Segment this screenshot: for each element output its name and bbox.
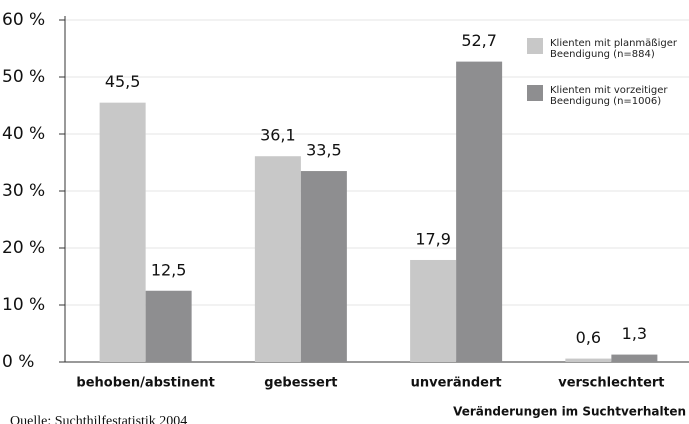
x-tick-label: unverändert [411,376,502,391]
y-tick-label: 20 % [2,238,45,258]
y-tick-label: 0 % [2,352,34,372]
value-label: 12,5 [151,260,187,279]
value-label: 52,7 [461,31,497,50]
legend-label: Klienten mit vorzeitiger Beendigung (n=1… [550,85,668,107]
x-axis-label: Veränderungen im Suchtverhalten [453,405,686,419]
legend-label: Klienten mit planmäßiger Beendigung (n=8… [550,38,677,60]
value-label: 45,5 [105,72,141,91]
y-tick-label: 60 % [2,10,45,30]
bar [565,358,612,362]
bar [145,290,192,362]
bar [300,171,347,362]
legend-swatch [527,38,543,54]
bar [99,102,146,363]
x-tick-label: gebessert [264,376,337,391]
y-tick-label: 50 % [2,67,45,87]
bar [254,156,301,362]
x-tick-label: verschlechtert [558,376,664,391]
y-tick-label: 40 % [2,124,45,144]
value-label: 17,9 [415,229,451,248]
value-label: 0,6 [576,328,601,347]
y-tick-label: 30 % [2,181,45,201]
bar [611,354,658,362]
source: Quelle: Suchthilfestatistik 2004 [10,414,187,424]
bar [456,61,503,363]
value-label: 33,5 [306,141,342,160]
legend-swatch [527,85,543,101]
x-tick-label: behoben/abstinent [76,376,214,391]
y-tick-label: 10 % [2,295,45,315]
bar [410,259,457,362]
value-label: 36,1 [260,126,296,145]
value-label: 1,3 [622,324,647,343]
